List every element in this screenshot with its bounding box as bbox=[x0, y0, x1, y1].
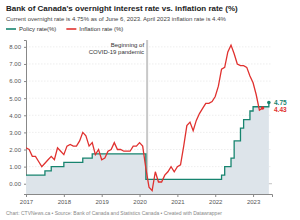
y-tick: 0.00 bbox=[9, 181, 26, 187]
y-tick-mark bbox=[24, 64, 26, 65]
x-axis-line bbox=[27, 195, 273, 198]
subtitle: Current overnight rate is 4.75% as of Ju… bbox=[6, 16, 226, 22]
x-tick-label: 2023 bbox=[247, 199, 261, 205]
chart-container: Bank of Canada's overnight interest rate… bbox=[0, 0, 300, 220]
y-tick-mark bbox=[24, 167, 26, 168]
x-tick: 2021 bbox=[171, 194, 185, 205]
x-tick-mark bbox=[253, 194, 254, 197]
annotation-text: Beginning ofCOVID-19 pandemic bbox=[89, 42, 145, 55]
x-tick: 2019 bbox=[96, 194, 110, 205]
y-tick-mark bbox=[24, 81, 26, 82]
legend-item: Inflation rate (%) bbox=[66, 26, 123, 32]
y-axis-line bbox=[24, 41, 27, 195]
y-tick-label: 3.00 bbox=[9, 130, 21, 136]
caption: Chart: CTVNews.ca • Source: Bank of Cana… bbox=[6, 210, 222, 216]
chart: Bank of Canada's overnight interest rate… bbox=[0, 0, 300, 220]
y-tick: 6.00 bbox=[9, 78, 26, 84]
title: Bank of Canada's overnight interest rate… bbox=[6, 4, 238, 13]
x-tick-label: 2019 bbox=[96, 199, 110, 205]
x-tick-label: 2017 bbox=[20, 199, 34, 205]
y-tick-mark bbox=[24, 98, 26, 99]
y-tick-mark bbox=[24, 115, 26, 116]
y-tick-label: 8.00 bbox=[9, 44, 21, 50]
x-tick-mark bbox=[102, 194, 103, 197]
legend-label: Inflation rate (%) bbox=[79, 26, 123, 32]
end-point bbox=[267, 101, 271, 105]
legend-item: Policy rate(%) bbox=[6, 26, 56, 32]
x-tick-label: 2022 bbox=[209, 199, 223, 205]
y-tick-label: 6.00 bbox=[9, 78, 21, 84]
y-tick: 8.00 bbox=[9, 44, 26, 50]
legend-label: Policy rate(%) bbox=[19, 26, 56, 32]
x-tick-mark bbox=[215, 194, 216, 197]
y-tick-label: 0.00 bbox=[9, 181, 21, 187]
x-tick-label: 2020 bbox=[133, 199, 147, 205]
grid-line bbox=[26, 63, 272, 64]
x-tick: 2022 bbox=[209, 194, 223, 205]
x-tick: 2018 bbox=[58, 194, 72, 205]
y-tick: 5.00 bbox=[9, 96, 26, 102]
y-tick-mark bbox=[24, 47, 26, 48]
legend: Policy rate(%) Inflation rate (%) bbox=[6, 26, 123, 32]
grid-line bbox=[26, 115, 272, 116]
y-tick: 7.00 bbox=[9, 61, 26, 67]
y-tick-mark bbox=[24, 150, 26, 151]
y-tick-mark bbox=[24, 132, 26, 133]
data-label: 4.75 bbox=[274, 99, 287, 106]
y-tick-label: 5.00 bbox=[9, 96, 21, 102]
y-tick: 1.00 bbox=[9, 164, 26, 170]
x-tick: 2017 bbox=[20, 194, 34, 205]
series-line bbox=[26, 102, 269, 179]
legend-key bbox=[6, 28, 16, 30]
x-axis: 2017 2018 2019 2020 2021 2022 2023 bbox=[20, 194, 273, 205]
series-line bbox=[26, 45, 263, 190]
x-tick-mark bbox=[140, 194, 141, 197]
x-tick-mark bbox=[26, 194, 27, 197]
y-tick-label: 2.00 bbox=[9, 147, 21, 153]
end-point bbox=[261, 106, 265, 110]
x-tick-mark bbox=[64, 194, 65, 197]
legend-key bbox=[66, 28, 76, 30]
y-tick: 4.00 bbox=[9, 113, 26, 119]
y-axis: 0.00 1.00 2.00 3.00 4.00 5.00 6.00 7.00 8.00 bbox=[9, 41, 26, 195]
grid-line bbox=[26, 81, 272, 82]
grid-line bbox=[26, 98, 272, 99]
x-tick-label: 2018 bbox=[58, 199, 72, 205]
y-tick-label: 1.00 bbox=[9, 164, 21, 170]
grid-line bbox=[26, 132, 272, 133]
marks bbox=[26, 45, 271, 194]
y-tick-label: 4.00 bbox=[9, 113, 21, 119]
x-tick: 2023 bbox=[247, 194, 261, 205]
y-tick-mark bbox=[24, 184, 26, 185]
x-tick-label: 2021 bbox=[171, 199, 185, 205]
grid-line bbox=[26, 46, 272, 47]
x-tick: 2020 bbox=[133, 194, 147, 205]
y-tick: 3.00 bbox=[9, 130, 26, 136]
data-labels: 4.754.43 bbox=[274, 99, 287, 113]
x-tick-mark bbox=[177, 194, 178, 197]
data-label: 4.43 bbox=[274, 106, 287, 113]
y-tick: 2.00 bbox=[9, 147, 26, 153]
y-tick-label: 7.00 bbox=[9, 61, 21, 67]
